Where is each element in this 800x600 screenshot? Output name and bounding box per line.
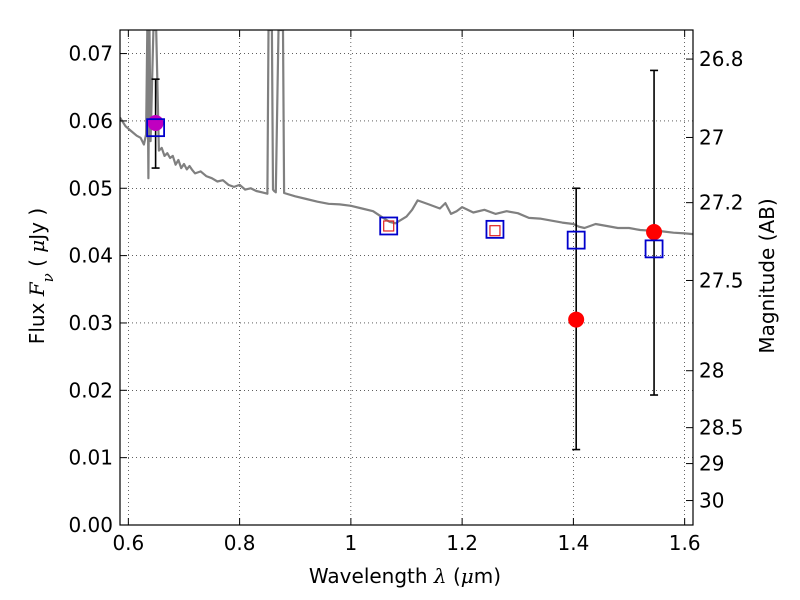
x-tick-label: 1 xyxy=(345,531,358,555)
y2-tick-label: 27.2 xyxy=(699,191,744,215)
y-tick-label: 0.04 xyxy=(68,244,113,268)
y2-tick-label: 26.8 xyxy=(699,47,744,71)
flux-point xyxy=(147,114,164,131)
y2-tick-label: 30 xyxy=(699,489,724,513)
y-tick-label: 0.00 xyxy=(68,513,113,537)
model-square-large xyxy=(566,230,586,250)
y-tick-label: 0.02 xyxy=(68,378,113,402)
x-tick-label: 0.8 xyxy=(224,531,256,555)
plot-frame xyxy=(119,29,694,526)
x-tick-label: 1.2 xyxy=(446,531,478,555)
y2-tick-label: 29 xyxy=(699,452,724,476)
axis-ticks: 0.6 0.8 1 1.2 1.4 1.6 0.00 0.01 0.02 0.03 0.04 0.05… xyxy=(68,30,744,555)
flux-point xyxy=(646,224,663,241)
template-spectrum-line xyxy=(120,30,693,236)
model-square-small xyxy=(383,220,395,232)
model-square-large xyxy=(644,239,664,259)
plot-area xyxy=(120,30,693,451)
y2-tick-label: 28 xyxy=(699,359,724,383)
flux-point xyxy=(568,311,585,328)
y-tick-label: 0.05 xyxy=(68,176,113,200)
x-tick-label: 0.6 xyxy=(112,531,144,555)
x-tick-label: 1.4 xyxy=(557,531,589,555)
y2-tick-label: 28.5 xyxy=(699,416,744,440)
x-axis-title: Wavelength λ (μm) xyxy=(309,564,501,588)
model-square-large xyxy=(485,219,505,239)
plot-content xyxy=(120,30,693,451)
y-tick-label: 0.07 xyxy=(68,42,113,66)
y2-tick-label: 27.5 xyxy=(699,268,744,292)
model-square-large xyxy=(379,216,399,236)
grid-lines xyxy=(120,30,693,526)
model-square-small xyxy=(489,225,501,237)
y2-tick-label: 27 xyxy=(699,125,724,149)
model-square-large xyxy=(146,118,166,138)
y-axis-title: Flux Fν ( μJy ) xyxy=(25,208,57,344)
y-tick-label: 0.06 xyxy=(68,109,113,133)
y-tick-label: 0.01 xyxy=(68,446,113,470)
y-tick-label: 0.03 xyxy=(68,311,113,335)
x-tick-label: 1.6 xyxy=(669,531,701,555)
y2-axis-title: Magnitude (AB) xyxy=(755,198,779,353)
